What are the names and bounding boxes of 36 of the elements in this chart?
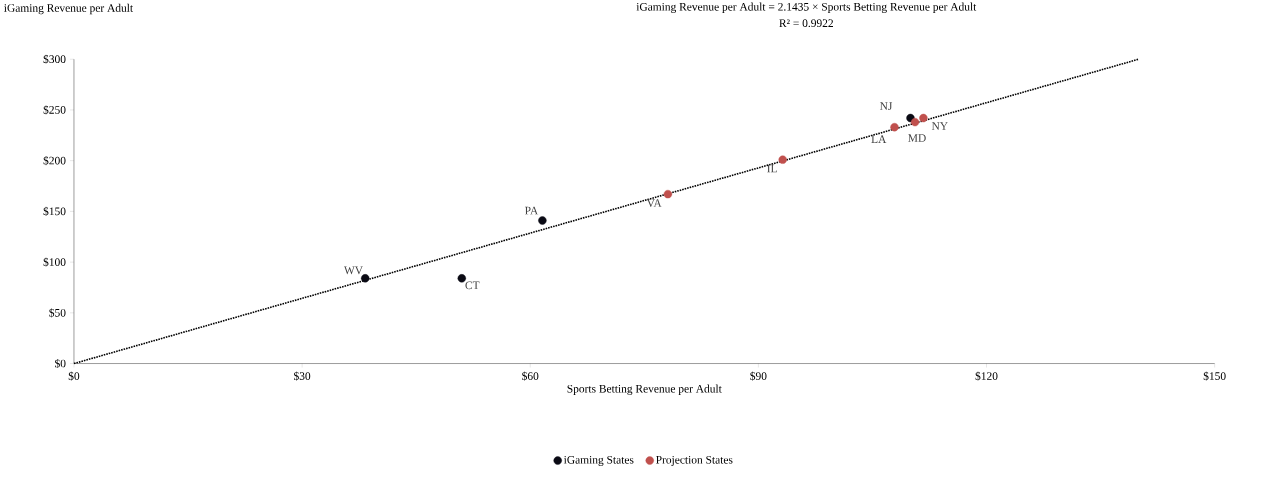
y-tick-label: $0 bbox=[55, 358, 66, 368]
point bbox=[538, 216, 547, 225]
x-tick-label: $30 bbox=[294, 371, 311, 381]
point bbox=[890, 122, 899, 132]
x-tick-label: $120 bbox=[975, 371, 998, 381]
point bbox=[457, 274, 466, 283]
point bbox=[778, 155, 787, 164]
x-axis-title: Sports Betting Revenue per Adult bbox=[567, 384, 722, 395]
annotation: NY bbox=[931, 122, 948, 130]
annotation: IL bbox=[767, 164, 777, 173]
annotation: CT bbox=[465, 281, 480, 290]
point bbox=[910, 117, 920, 127]
x-tick-label: $0 bbox=[68, 371, 80, 381]
text: R² = 0.9922 bbox=[779, 19, 833, 27]
annotation: NJ bbox=[879, 102, 893, 110]
y-tick-label: $50 bbox=[49, 308, 66, 318]
annotation: PA bbox=[524, 206, 539, 215]
point bbox=[919, 113, 928, 123]
annotation: WV bbox=[343, 266, 363, 275]
point bbox=[361, 274, 370, 283]
x-tick-label: $150 bbox=[1203, 371, 1226, 381]
text: iGaming Revenue per Adult = 2.1435 × Sports Betting Revenue per Adult bbox=[636, 2, 977, 13]
y-tick-label: $300 bbox=[43, 54, 66, 64]
y-axis-title: iGaming Revenue per Adult bbox=[4, 3, 134, 15]
x-tick-label: $60 bbox=[522, 371, 539, 381]
y-tick-label: $200 bbox=[43, 155, 66, 166]
y-tick-label: $250 bbox=[43, 105, 66, 115]
y-tick-label: $100 bbox=[43, 257, 66, 267]
x-tick-label: $90 bbox=[750, 371, 767, 381]
annotation: MD bbox=[908, 134, 926, 142]
point bbox=[663, 189, 673, 199]
annotation: VA bbox=[646, 199, 662, 207]
legend-label: iGaming States bbox=[563, 455, 634, 466]
legend-label: Projection States bbox=[656, 455, 733, 466]
annotation: LA bbox=[871, 135, 887, 143]
y-tick-label: $150 bbox=[43, 206, 66, 216]
